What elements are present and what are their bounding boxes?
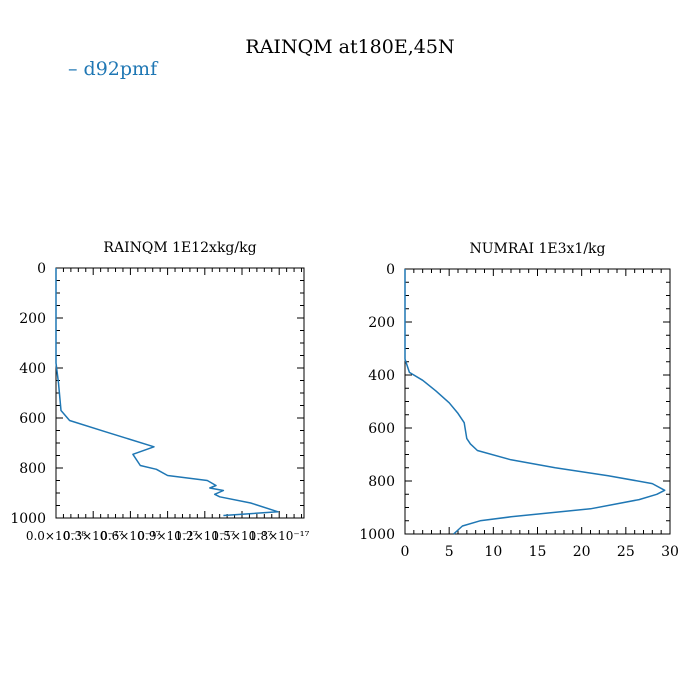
chart-1-xtick-label: 0.6×10⁻¹⁷ — [100, 529, 161, 543]
legend-label: d92pmf — [83, 58, 158, 80]
chart-2-frame — [404, 268, 671, 535]
chart-1-xtick-label: 0.3×10⁻¹⁷ — [63, 529, 124, 543]
chart-1-ytick-label: 600 — [19, 411, 46, 427]
chart-1-ytick-label: 400 — [19, 361, 46, 377]
chart-2-ytick-label: 800 — [368, 474, 395, 490]
legend-line-icon: – — [68, 58, 84, 80]
legend: – d92pmf — [68, 58, 157, 80]
chart-1-series-line-1 — [55, 268, 279, 517]
chart-2-xtick-label: 15 — [529, 544, 547, 560]
chart-1-ytick-label: 800 — [19, 461, 46, 477]
chart-2-xtick-label: 10 — [484, 544, 502, 560]
chart-1-xtick-label: 1.2×10⁻¹⁷ — [175, 529, 236, 543]
chart-1-ytick-label: 200 — [19, 311, 46, 327]
chart-1-xtick-label: 1.5×10⁻¹⁷ — [212, 529, 273, 543]
chart-2-ytick-label: 400 — [368, 368, 395, 384]
chart-2-title: NUMRAI 1E3x1/kg — [469, 241, 605, 257]
chart-2-xtick-label: 30 — [661, 544, 679, 560]
chart-1-frame — [55, 267, 305, 519]
chart-2-xtick-label: 25 — [617, 544, 635, 560]
chart-2-series-line-1 — [404, 269, 666, 535]
chart-2-ytick-label: 0 — [386, 262, 395, 278]
chart-1-xtick-label: 0.9×10⁻¹⁷ — [137, 529, 198, 543]
chart-2-xtick-label: 20 — [573, 544, 591, 560]
chart-1-xtick-label: 0.0×10⁻¹⁸ — [26, 529, 87, 543]
chart-1-title: RAINQM 1E12xkg/kg — [103, 240, 256, 256]
chart-1-xtick-label: 1.8×10⁻¹⁷ — [249, 529, 310, 543]
chart-1-ytick-label: 0 — [37, 261, 46, 277]
chart-2-ytick-label: 600 — [368, 421, 395, 437]
chart-2-ytick-label: 1000 — [359, 527, 395, 543]
chart-1-ytick-label: 1000 — [10, 511, 46, 527]
figure-title: RAINQM at180E,45N — [245, 36, 455, 58]
chart-2-xtick-label: 5 — [445, 544, 454, 560]
chart-2-xtick-label: 0 — [401, 544, 410, 560]
chart-2-ytick-label: 200 — [368, 315, 395, 331]
